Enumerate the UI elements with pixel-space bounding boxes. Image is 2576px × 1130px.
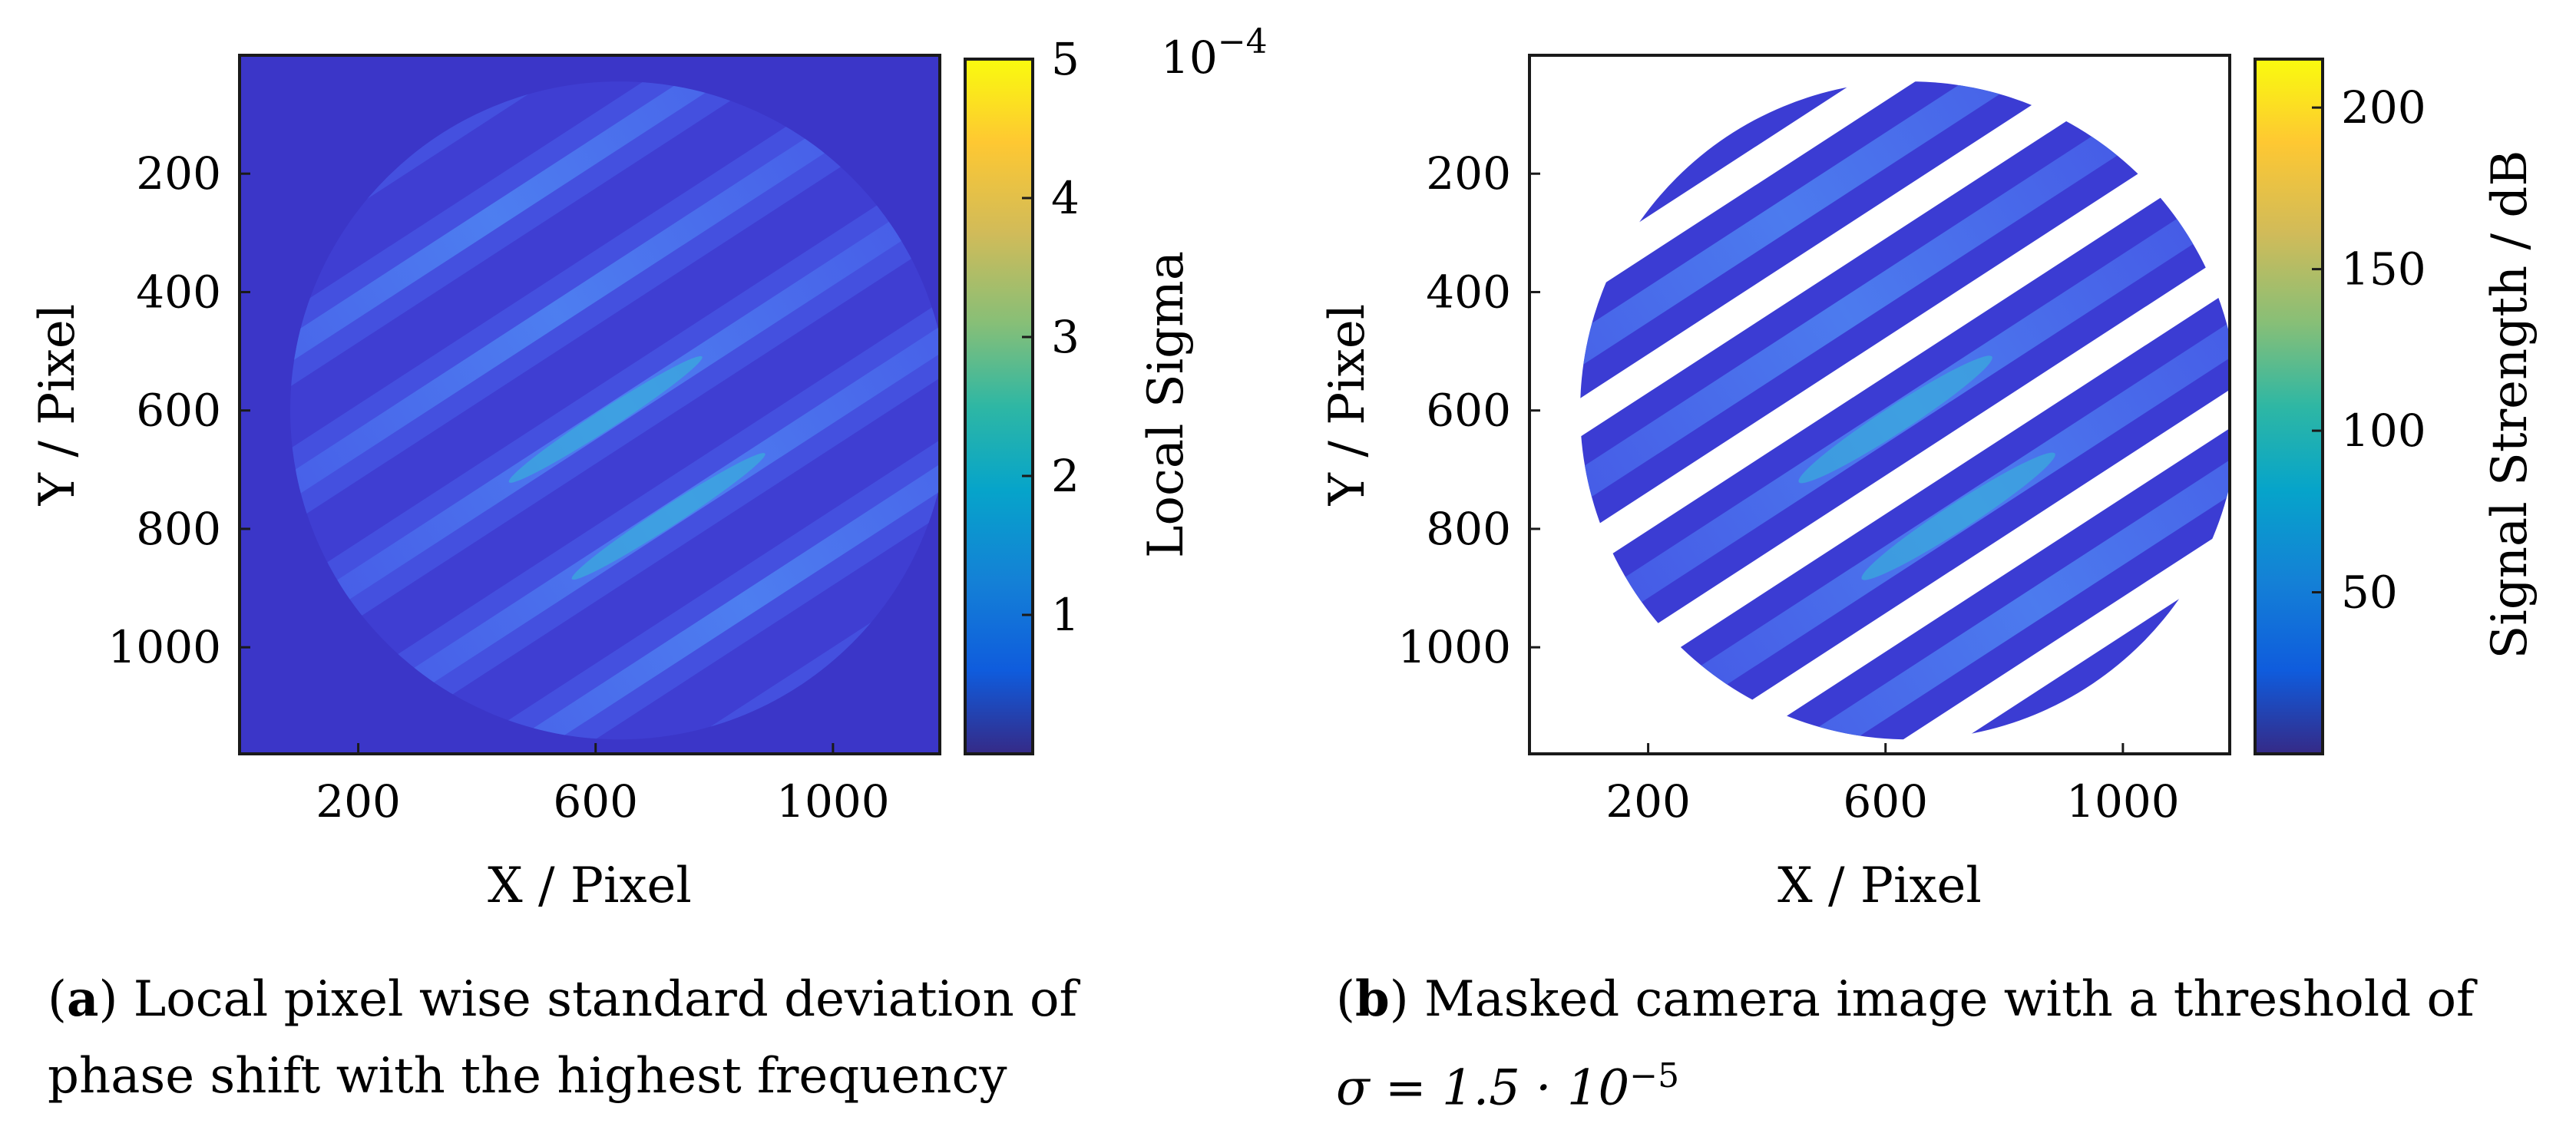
colorbar-a-exponent: 10−4 bbox=[1161, 22, 1268, 84]
stripe-hotspot bbox=[571, 453, 766, 580]
stripe bbox=[1580, 124, 2230, 696]
caption-a-text: Local pixel wise standard deviation of p… bbox=[48, 971, 1078, 1105]
colorbar-a-label: Local Sigma bbox=[1138, 251, 1195, 558]
y-axis-ticks-b: 200 400 600 800 1000 bbox=[1397, 147, 1540, 673]
x-axis-label-a: X / Pixel bbox=[488, 857, 692, 914]
caption-b-label: b bbox=[1354, 970, 1390, 1028]
caption-a-label: a bbox=[66, 970, 99, 1028]
y-axis-ticks-a: 200 400 600 800 1000 bbox=[107, 147, 250, 673]
caption-b-math: σ = 1.5 · 10 bbox=[1336, 1059, 1630, 1117]
y-tick-label: 600 bbox=[1426, 385, 1511, 437]
colorbar-tick-label: 50 bbox=[2341, 567, 2398, 619]
caption-a: (a) Local pixel wise standard deviation … bbox=[48, 970, 1078, 1105]
colorbar-tick-label: 2 bbox=[1051, 450, 1080, 502]
colorbar-b bbox=[2255, 59, 2323, 754]
stripe bbox=[290, 81, 940, 592]
y-tick-label: 400 bbox=[1426, 266, 1511, 318]
stripe-hotspot bbox=[1798, 355, 1992, 484]
y-tick-label: 200 bbox=[1426, 147, 1511, 200]
y-tick-label: 1000 bbox=[107, 621, 221, 673]
colorbar-tick-label: 1 bbox=[1051, 589, 1080, 641]
x-tick-label: 200 bbox=[316, 775, 401, 828]
x-axis-ticks-a: 200 600 1000 bbox=[316, 743, 890, 828]
colorbar-b-ticks: 50 100 150 200 bbox=[2312, 81, 2426, 619]
panel-a: 200 600 1000 200 400 600 800 1000 X / Pixel Y … bbox=[29, 22, 1268, 914]
stripe-core bbox=[1580, 81, 2230, 577]
colorbar-a-ticks: 1 2 3 4 5 bbox=[1022, 33, 1080, 641]
y-tick-label: 1000 bbox=[1397, 621, 1511, 673]
colorbar-tick-label: 3 bbox=[1051, 311, 1080, 363]
y-tick-label: 800 bbox=[1426, 503, 1511, 555]
stripe-hotspot bbox=[1861, 452, 2055, 580]
stripe bbox=[1580, 221, 2230, 740]
heatmap-b-frame bbox=[1528, 54, 2231, 755]
colorbar-a bbox=[965, 59, 1033, 754]
caption-b: (b) Masked camera image with a threshold… bbox=[1336, 970, 2475, 1117]
caption-b-text: Masked camera image with a threshold of bbox=[1424, 971, 2475, 1028]
y-axis-label-a: Y / Pixel bbox=[29, 304, 86, 506]
colorbar-a-frame bbox=[964, 58, 1034, 755]
y-tick-label: 200 bbox=[136, 147, 221, 200]
y-axis-label-b: Y / Pixel bbox=[1319, 304, 1376, 506]
x-tick-label: 600 bbox=[1843, 775, 1928, 828]
x-tick-label: 1000 bbox=[2066, 775, 2180, 828]
heatmap-a-frame bbox=[238, 54, 941, 755]
x-tick-label: 200 bbox=[1605, 775, 1691, 828]
x-axis-label-b: X / Pixel bbox=[1777, 857, 1982, 914]
caption-b-math-exponent: −5 bbox=[1629, 1056, 1680, 1095]
colorbar-tick-label: 150 bbox=[2341, 243, 2426, 296]
y-tick-label: 800 bbox=[136, 503, 221, 555]
colorbar-b-label: Signal Strength / dB bbox=[2482, 150, 2538, 659]
stripe bbox=[290, 133, 940, 689]
stripe-core bbox=[290, 81, 940, 574]
colorbar-tick-label: 100 bbox=[2341, 405, 2426, 457]
stripe-hotspot bbox=[508, 355, 703, 483]
colorbar-b-frame bbox=[2254, 58, 2324, 755]
stripe bbox=[290, 230, 940, 740]
y-tick-label: 400 bbox=[136, 266, 221, 318]
x-tick-label: 1000 bbox=[776, 775, 890, 828]
colorbar-tick-label: 5 bbox=[1051, 33, 1080, 85]
y-tick-label: 600 bbox=[136, 385, 221, 437]
panel-b: 200 600 1000 200 400 600 800 1000 X / Pixel Y … bbox=[1319, 54, 2538, 914]
stripe bbox=[1580, 81, 2230, 600]
colorbar-tick-label: 200 bbox=[2341, 81, 2426, 134]
x-axis-ticks-b: 200 600 1000 bbox=[1605, 743, 2180, 828]
colorbar-tick-label: 4 bbox=[1051, 172, 1080, 224]
x-tick-label: 600 bbox=[553, 775, 638, 828]
